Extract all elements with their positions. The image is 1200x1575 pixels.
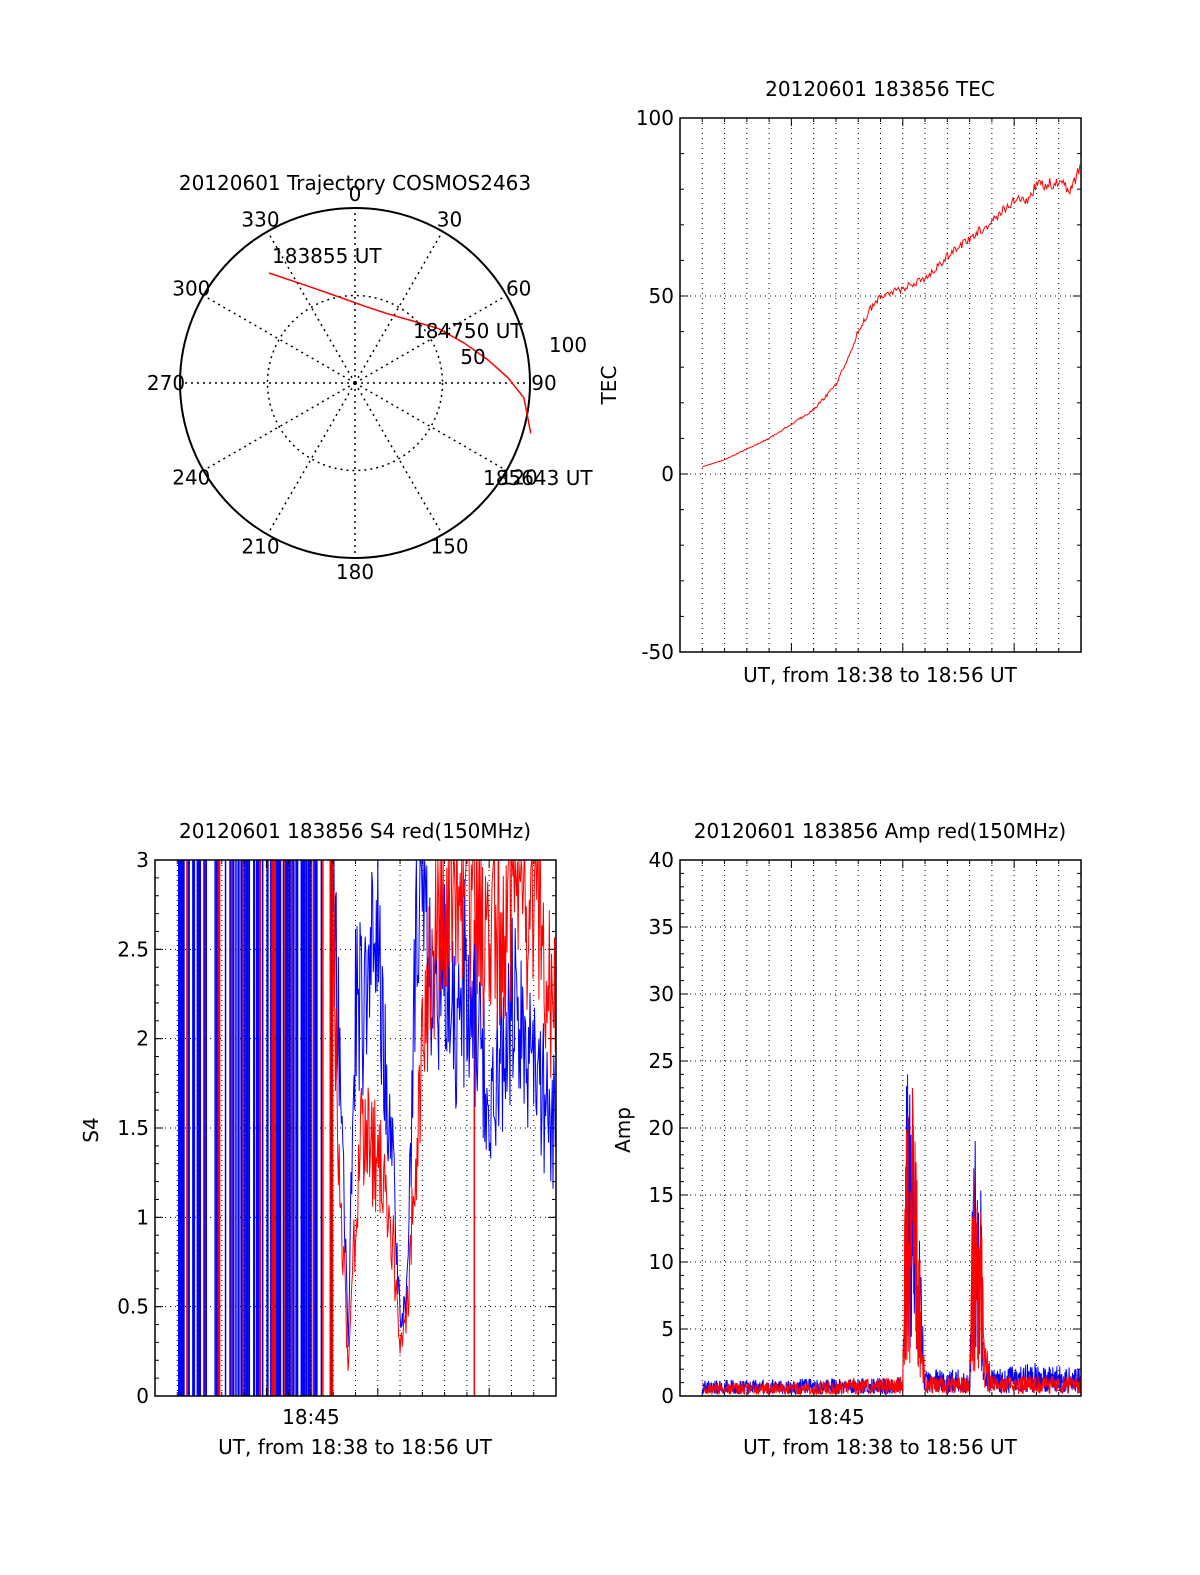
polar-azimuth-label: 60 [506,277,531,301]
y-tick-label: 0 [661,1384,674,1408]
series-line-0 [332,859,556,1372]
series-line-0 [702,1087,1082,1396]
x-tick-label: 18:45 [282,1405,340,1429]
tec-title: 20120601 183856 TEC [765,77,995,101]
polar-title: 20120601 Trajectory COSMOS2463 [179,171,531,195]
y-tick-label: 0 [661,462,674,486]
polar-azimuth-label: 330 [241,207,279,231]
series-line-0 [702,164,1081,468]
plot-frame [679,859,1082,1397]
tec-plot-area: -50 0 50 100 [636,106,1082,664]
polar-spoke [354,382,507,472]
polar-trajectory-line [268,272,532,434]
polar-time-annotation: 184750 UT [413,319,523,343]
y-tick-label: 0 [136,1384,149,1408]
s4-xlabel: UT, from 18:38 to 18:56 UT [218,1435,493,1459]
polar-time-annotation: 183855 UT [272,244,382,268]
polar-trajectory-trace [268,272,532,434]
polar-azimuth-label: 270 [147,371,185,395]
polar-radius-label: 100 [549,333,587,357]
polar-time-annotation: 185643 UT [483,466,593,490]
amp-plot-area: 0 5 10 15 20 25 30 35 40 18:45 [649,848,1082,1429]
y-tick-label: 2.5 [117,937,149,961]
amp-title: 20120601 183856 Amp red(150MHz) [694,819,1066,843]
series-line-1 [701,1074,1082,1396]
y-tick-label: 3 [136,848,149,872]
polar-spoke [203,294,356,384]
s4-ylabel: S4 [79,1117,103,1142]
y-tick-label: 40 [649,848,674,872]
y-tick-label: 10 [649,1250,674,1274]
y-tick-label: 35 [649,915,674,939]
y-tick-label: 5 [661,1317,674,1341]
y-tick-label: 100 [636,106,674,130]
polar-labels: 0 30 60 90 120 150 180 210 240 270 300 330 50 100 1838… [147,182,593,584]
polar-inner-circle [266,294,444,472]
polar-azimuth-label: 210 [241,535,279,559]
polar-azimuth-label: 300 [172,277,210,301]
y-tick-label: 30 [649,982,674,1006]
plot-frame [679,117,1082,653]
polar-spoke [354,294,507,384]
polar-azimuth-label: 90 [531,371,556,395]
plot-frame [154,859,557,1397]
s4-title: 20120601 183856 S4 red(150MHz) [179,819,531,843]
polar-spoke [203,382,356,472]
y-tick-label: 50 [649,284,674,308]
y-tick-label: 20 [649,1116,674,1140]
tec-ylabel: TEC [597,366,621,406]
y-tick-label: 15 [649,1183,674,1207]
y-tick-label: 2 [136,1027,149,1051]
tec-panel: 20120601 183856 TEC UT, from 18:38 to 18… [597,77,1082,687]
y-tick-label: -50 [641,640,674,664]
polar-azimuth-label: 150 [430,535,468,559]
y-tick-label: 25 [649,1049,674,1073]
s4-plot-area: 0 0.5 1 1.5 2 2.5 3 18:45 [117,848,557,1429]
s4-panel: 20120601 183856 S4 red(150MHz) UT, from … [79,819,557,1459]
polar-spoke [266,231,356,384]
amp-xlabel: UT, from 18:38 to 18:56 UT [743,1435,1018,1459]
amp-panel: 20120601 183856 Amp red(150MHz) UT, from… [611,819,1082,1459]
polar-radius-label: 50 [460,345,485,369]
polar-azimuth-label: 180 [336,560,374,584]
y-tick-label: 0.5 [117,1295,149,1319]
polar-grid [179,207,531,559]
polar-trajectory-panel: 20120601 Trajectory COSMOS2463 0 30 60 90 12… [147,171,593,584]
x-tick-label: 18:45 [807,1405,865,1429]
polar-azimuth-label: 30 [437,207,462,231]
y-tick-label: 1 [136,1205,149,1229]
tec-xlabel: UT, from 18:38 to 18:56 UT [743,663,1018,687]
amp-ylabel: Amp [611,1107,635,1153]
polar-spoke [354,231,444,384]
polar-azimuth-label: 0 [349,182,362,206]
polar-azimuth-label: 120 [500,466,538,490]
polar-azimuth-label: 240 [172,466,210,490]
y-tick-label: 1.5 [117,1116,149,1140]
polar-spoke [266,382,356,535]
polar-spoke [354,382,444,535]
